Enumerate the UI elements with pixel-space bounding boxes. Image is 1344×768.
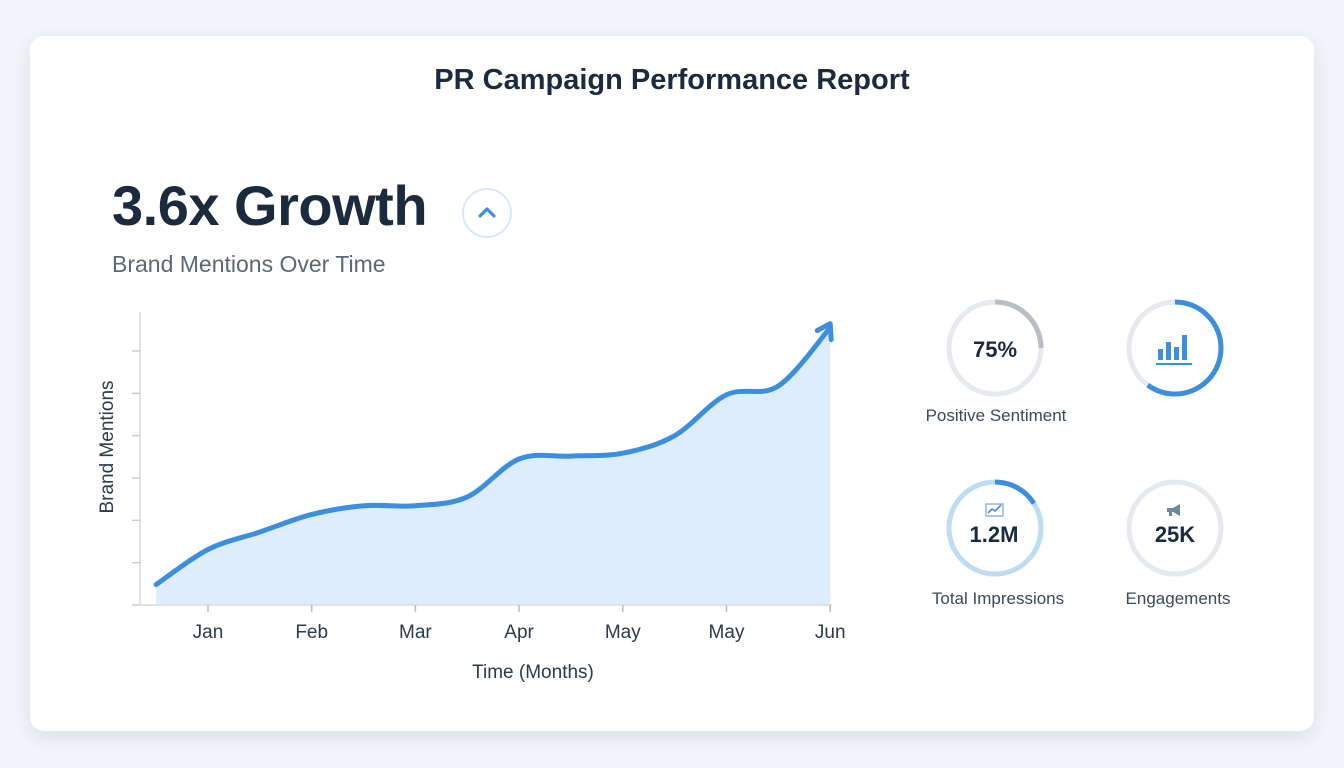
- x-tick-label: Apr: [504, 622, 534, 643]
- y-axis-title: Brand Mentions: [97, 380, 118, 513]
- chevron-up-icon: [478, 207, 496, 218]
- positive-sentiment-ring: [946, 299, 1044, 397]
- analytics-ring: [1126, 299, 1224, 397]
- ring-progress: [1126, 299, 1224, 397]
- x-tick-label: May: [709, 622, 745, 643]
- engagements-ring: [1126, 479, 1224, 577]
- engagements-label: Engagements: [1125, 589, 1231, 608]
- growth-badge: [462, 188, 512, 238]
- ring-progress: [946, 479, 1044, 577]
- ring-track: [1126, 479, 1224, 577]
- chart-subtitle: Brand Mentions Over Time: [112, 251, 386, 277]
- x-axis-ticks: Jan Feb Mar Apr May May Jun: [193, 605, 846, 643]
- engagements-value: 25K: [1154, 522, 1196, 547]
- total-impressions-ring: [946, 479, 1044, 577]
- x-tick-label: May: [605, 622, 641, 643]
- total-impressions-label: Total Impressions: [931, 589, 1065, 608]
- bar-chart-icon: [1156, 335, 1192, 365]
- report-card: [30, 36, 1314, 731]
- x-tick-label: Mar: [399, 622, 432, 643]
- growth-headline: 3.6x Growth: [112, 174, 428, 237]
- x-tick-label: Jun: [815, 622, 846, 643]
- growth-arrowhead-icon: [814, 321, 834, 343]
- total-impressions-value: 1.2M: [969, 522, 1019, 547]
- y-axis-ticks: [132, 350, 140, 606]
- growth-chart-icon: [985, 503, 1004, 517]
- page-title: PR Campaign Performance Report: [434, 64, 910, 96]
- x-tick-label: Feb: [295, 622, 328, 643]
- ring-progress: [946, 299, 1044, 397]
- mentions-area: [156, 327, 831, 605]
- mentions-line: [153, 325, 833, 588]
- positive-sentiment-value: 75%: [972, 337, 1018, 362]
- x-axis-title: Time (Months): [472, 662, 594, 683]
- x-tick-label: Jan: [193, 622, 224, 643]
- positive-sentiment-label: Positive Sentiment: [925, 406, 1067, 425]
- megaphone-icon: [1167, 504, 1180, 516]
